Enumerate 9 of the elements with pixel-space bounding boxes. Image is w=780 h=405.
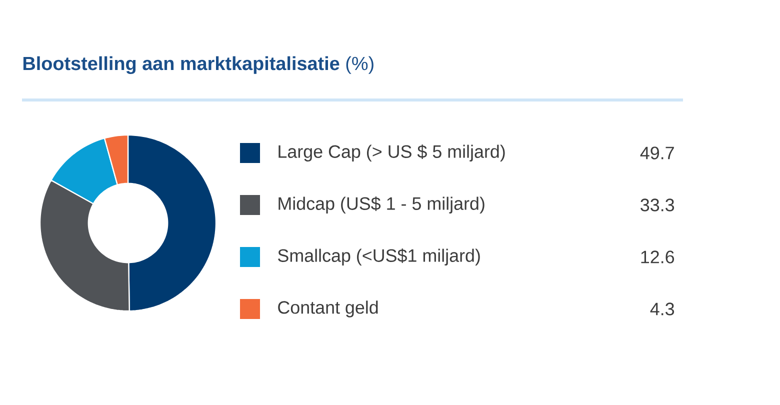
data-label: 4.3: [650, 302, 674, 316]
legend-label: Contant geld: [278, 300, 378, 318]
data-label: 33.3: [640, 198, 674, 212]
chart-title: Blootstelling aan marktkapitalisatie (%): [23, 56, 374, 74]
legend-label: Midcap (US$ 1 - 5 miljard): [278, 196, 484, 214]
legend-label: Smallcap (<US$1 miljard): [278, 248, 480, 266]
legend-label: Large Cap (> US $ 5 miljard): [278, 144, 505, 162]
data-label: 12.6: [641, 250, 674, 264]
data-label: 49.7: [640, 146, 674, 160]
